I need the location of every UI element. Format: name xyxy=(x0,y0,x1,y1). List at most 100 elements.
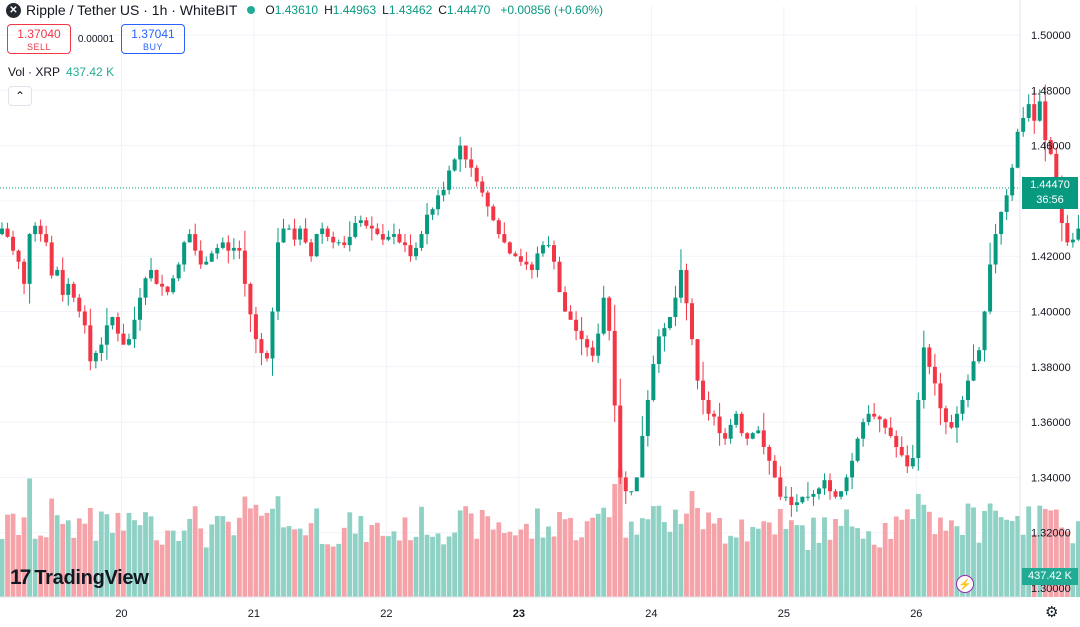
volume-bar xyxy=(446,536,452,597)
volume-bar xyxy=(297,528,303,597)
candle-body xyxy=(425,214,430,235)
volume-bar xyxy=(110,532,115,597)
volume-bar xyxy=(93,540,99,597)
candle-body xyxy=(1037,101,1042,121)
volume-bar xyxy=(82,523,88,597)
volume-bar xyxy=(435,533,441,597)
volume-bar xyxy=(882,522,888,597)
candle-body xyxy=(1048,140,1053,154)
volume-bar xyxy=(684,513,689,597)
x-tick-label: 26 xyxy=(910,608,922,620)
candle-body xyxy=(436,195,441,210)
y-tick-label: 1.42000 xyxy=(1031,251,1071,263)
candle-body xyxy=(226,242,231,251)
volume-bar xyxy=(413,536,419,597)
candle-body xyxy=(678,270,683,298)
volume-bar xyxy=(1037,505,1043,597)
candle-body xyxy=(353,223,358,237)
collapse-legend-button[interactable]: ⌃ xyxy=(8,86,32,106)
ohlc-low-value: 1.43462 xyxy=(388,3,433,17)
volume-bar xyxy=(121,530,126,597)
volume-bar xyxy=(943,530,949,597)
volume-bar xyxy=(893,516,899,597)
candle-body xyxy=(447,170,452,190)
tradingview-logo[interactable]: 17 TradingView xyxy=(10,566,149,590)
volume-legend[interactable]: Vol · XRP 437.42 K xyxy=(8,65,114,79)
volume-bar xyxy=(590,517,596,597)
gear-icon[interactable]: ⚙ xyxy=(1045,604,1059,621)
last-price-tag: 1.44470 36:56 xyxy=(1022,177,1078,209)
volume-bar xyxy=(998,517,1004,597)
volume-bar xyxy=(722,543,728,597)
candle-body xyxy=(88,325,93,362)
volume-bar xyxy=(165,530,170,597)
candle-body xyxy=(855,438,860,461)
symbol-title[interactable]: Ripple / Tether US · 1h · WhiteBIT xyxy=(26,2,238,18)
candle-body xyxy=(850,460,855,478)
trade-panel: 1.37040 SELL 0.00001 1.37041 BUY xyxy=(7,24,185,54)
candle-body xyxy=(138,297,142,320)
volume-bar xyxy=(402,517,408,597)
volume-bar xyxy=(281,527,286,597)
volume-bar xyxy=(976,542,982,597)
candle-body xyxy=(579,330,584,340)
volume-bar xyxy=(1004,519,1010,597)
x-tick-label: 25 xyxy=(778,608,790,620)
lightning-icon[interactable]: ⚡ xyxy=(956,575,974,593)
x-logo-icon[interactable]: ✕ xyxy=(6,2,21,18)
candle-body xyxy=(712,413,717,417)
volume-bar xyxy=(949,520,954,597)
volume-bar xyxy=(490,529,496,597)
y-tick-label: 1.36000 xyxy=(1031,417,1071,429)
volume-bar xyxy=(60,523,66,597)
candle-body xyxy=(734,413,739,425)
candle-body xyxy=(717,416,722,434)
volume-bar xyxy=(695,507,700,597)
candle-body xyxy=(215,247,220,254)
y-tick-label: 1.50000 xyxy=(1031,30,1071,42)
y-tick-label: 1.40000 xyxy=(1031,307,1071,319)
volume-bar xyxy=(915,493,921,597)
volume-bar xyxy=(822,517,827,597)
volume-bar xyxy=(104,514,110,597)
ohlc-high-value: 1.44963 xyxy=(332,3,377,17)
sell-button[interactable]: 1.37040 SELL xyxy=(7,24,71,54)
ohlc-close-key: C xyxy=(438,3,447,17)
candle-body xyxy=(380,234,385,240)
volume-bar xyxy=(0,539,5,597)
candle-body xyxy=(60,270,65,295)
buy-label: BUY xyxy=(142,41,163,52)
volume-bar xyxy=(479,509,485,597)
volume-bar xyxy=(452,532,458,597)
buy-button[interactable]: 1.37041 BUY xyxy=(121,24,185,54)
candle-body xyxy=(5,228,10,237)
volume-bar xyxy=(849,526,855,597)
volume-bar xyxy=(706,512,711,597)
volume-bar xyxy=(38,535,44,597)
candle-body xyxy=(0,228,4,235)
volume-bar xyxy=(369,525,375,597)
candle-body xyxy=(966,380,970,400)
tradingview-mark-icon: 17 xyxy=(10,566,31,589)
volume-bar xyxy=(148,516,154,597)
candle-body xyxy=(943,408,948,423)
candle-body xyxy=(960,399,965,414)
volume-bar xyxy=(463,506,469,597)
candle-body xyxy=(55,270,60,276)
volume-bar xyxy=(717,517,722,597)
volume-bar xyxy=(1026,506,1032,597)
candle-body xyxy=(1015,131,1020,168)
volume-bar xyxy=(562,519,568,597)
candle-body xyxy=(1026,104,1031,118)
volume-bar xyxy=(606,517,612,597)
volume-bar xyxy=(993,510,998,597)
candle-body xyxy=(883,419,888,428)
y-tick-label: 1.32000 xyxy=(1031,528,1071,540)
candle-body xyxy=(1070,239,1075,243)
candle-body xyxy=(220,242,225,248)
y-tick-label: 1.30000 xyxy=(1031,583,1071,595)
volume-bar xyxy=(76,518,82,597)
volume-bar xyxy=(926,511,932,597)
candle-body xyxy=(171,278,176,293)
